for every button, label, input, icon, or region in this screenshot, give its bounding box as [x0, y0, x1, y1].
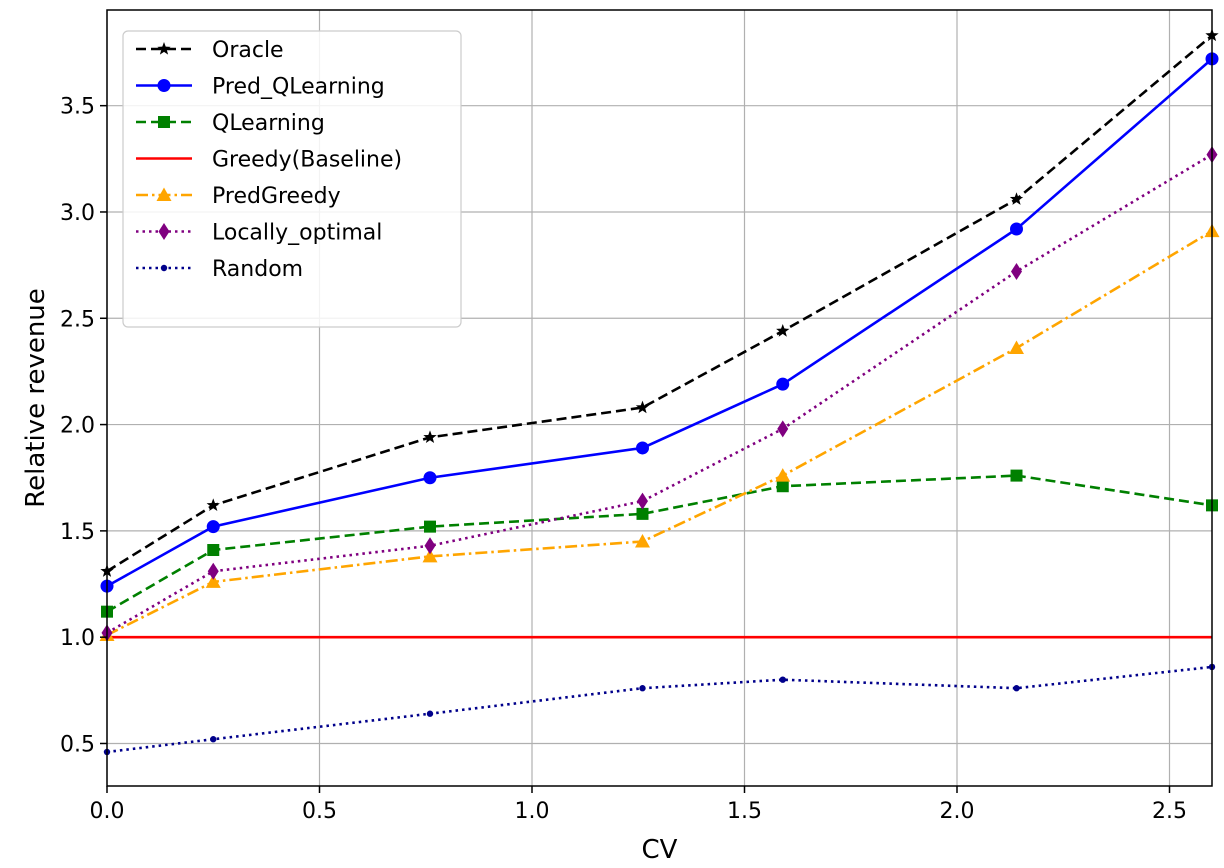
x-tick-label: 2.0	[940, 799, 975, 824]
data-point-pred-qlearning	[423, 471, 437, 485]
data-point-qlearning	[1010, 469, 1023, 482]
y-tick-label: 2.5	[60, 307, 95, 332]
data-point-locally-optimal	[637, 492, 648, 510]
data-point-oracle	[776, 324, 790, 337]
legend-label-locally-optimal: Locally_optimal	[212, 221, 382, 246]
data-point-locally-optimal	[1011, 263, 1022, 281]
series-pred-qlearning	[100, 52, 1219, 593]
y-tick-label: 1.0	[60, 626, 95, 651]
data-point-locally-optimal	[777, 420, 789, 438]
data-point-oracle	[1009, 192, 1024, 205]
legend-marker-qlearning	[158, 116, 170, 128]
data-point-locally-optimal	[207, 562, 219, 580]
series-qlearning	[101, 469, 1218, 618]
legend-entry-pred-qlearning: Pred_QLearning	[136, 75, 385, 100]
legend-entry-predgreedy: PredGreedy	[136, 184, 341, 209]
y-tick-label: 2.0	[60, 414, 95, 439]
data-point-pred-qlearning	[206, 520, 220, 534]
data-point-locally-optimal	[424, 537, 436, 555]
series-predgreedy	[99, 223, 1220, 642]
legend-entry-random: Random	[136, 257, 303, 282]
legend-entry-greedy-baseline: Greedy(Baseline)	[136, 148, 402, 173]
data-point-random	[1013, 685, 1020, 692]
legend-marker-oracle	[157, 42, 171, 55]
x-axis-label: CV	[642, 835, 678, 865]
data-point-qlearning	[636, 507, 649, 520]
data-point-pred-qlearning	[776, 377, 790, 391]
x-tick-label: 1.0	[515, 799, 550, 824]
legend-entry-qlearning: QLearning	[136, 111, 325, 136]
data-point-qlearning	[424, 520, 436, 533]
axis-ticks: 0.0 0.5 1.0 1.5 2.0 2.5 0.5 1.0 1.5 2.0 2.5 3.0 3.5	[60, 95, 1187, 824]
data-point-predgreedy	[775, 468, 791, 482]
series-random	[103, 663, 1216, 756]
legend-entry-locally-optimal: Locally_optimal	[136, 221, 382, 246]
legend-entry-oracle: Oracle	[136, 38, 284, 63]
legend-box	[122, 30, 462, 328]
legend: Oracle Pred_QLearning QLearning Greedy(Base…	[122, 30, 462, 328]
data-point-random	[779, 676, 786, 683]
legend-marker-random	[160, 264, 168, 272]
y-axis-label: Relative revenue	[21, 288, 51, 508]
data-point-predgreedy	[1009, 340, 1024, 355]
data-point-qlearning	[776, 480, 789, 493]
data-point-random	[210, 736, 217, 743]
legend-label-pred-qlearning: Pred_QLearning	[212, 75, 385, 100]
legend-label-qlearning: QLearning	[212, 111, 325, 136]
legend-label-predgreedy: PredGreedy	[212, 184, 341, 209]
data-point-predgreedy	[205, 574, 221, 588]
x-tick-label: 0.0	[90, 799, 125, 824]
data-point-predgreedy	[422, 548, 438, 563]
series-line-random	[106, 665, 1213, 754]
legend-label-random: Random	[212, 257, 303, 282]
legend-label-greedy-baseline: Greedy(Baseline)	[212, 148, 402, 173]
data-point-random	[426, 710, 434, 717]
series-line-qlearning	[106, 474, 1213, 613]
data-point-oracle	[635, 400, 650, 414]
legend-marker-pred-qlearning	[157, 79, 171, 92]
data-point-oracle	[206, 498, 220, 512]
data-point-pred-qlearning	[636, 441, 649, 455]
y-tick-label: 0.5	[60, 732, 95, 757]
x-tick-label: 2.5	[1152, 799, 1187, 824]
data-point-qlearning	[207, 544, 220, 557]
data-point-predgreedy	[635, 534, 650, 548]
y-tick-label: 3.0	[60, 201, 95, 226]
data-point-random	[639, 685, 646, 692]
y-tick-label: 3.5	[60, 95, 95, 120]
y-tick-label: 1.5	[60, 520, 95, 545]
data-point-oracle	[423, 430, 437, 443]
x-tick-label: 1.5	[727, 799, 762, 824]
x-tick-label: 0.5	[302, 799, 337, 824]
plot-frame	[106, 9, 1213, 787]
data-point-pred-qlearning	[1010, 222, 1023, 236]
legend-label-oracle: Oracle	[212, 38, 284, 63]
legend-marker-predgreedy	[156, 187, 172, 201]
legend-marker-locally-optimal	[158, 223, 170, 240]
